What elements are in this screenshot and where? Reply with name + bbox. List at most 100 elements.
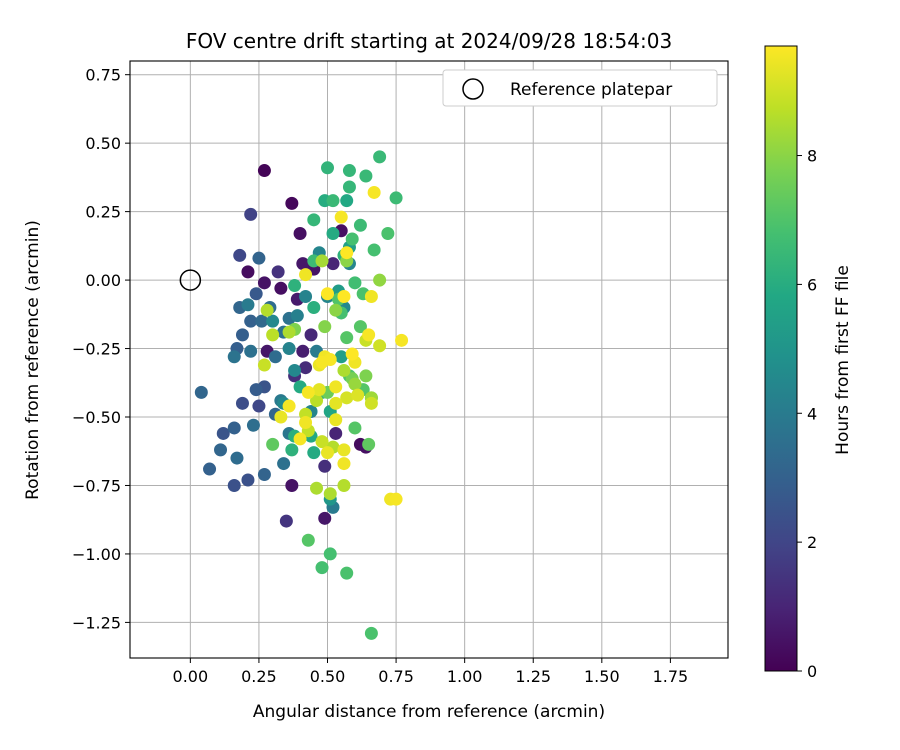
data-point xyxy=(310,481,324,495)
data-point xyxy=(329,303,343,317)
plot-frame xyxy=(129,60,729,659)
data-point xyxy=(326,194,340,208)
data-point xyxy=(362,437,376,451)
data-point xyxy=(293,227,307,241)
data-point xyxy=(255,314,269,328)
data-point xyxy=(321,287,335,301)
data-point xyxy=(337,478,351,492)
data-point xyxy=(214,443,228,457)
data-point xyxy=(340,246,354,260)
data-point xyxy=(340,331,354,345)
data-point xyxy=(257,276,271,290)
colorbar-label: Hours from first FF file xyxy=(833,265,853,455)
data-point xyxy=(296,344,310,358)
y-tick-label: 0.00 xyxy=(85,271,121,290)
data-point xyxy=(326,257,340,271)
data-point xyxy=(230,451,244,465)
data-point xyxy=(364,626,378,640)
colorbar-gradient xyxy=(764,45,798,672)
data-point xyxy=(353,218,367,232)
data-point xyxy=(381,227,395,241)
colorbar-tick-label: 4 xyxy=(807,404,817,423)
x-tick-label: 1.00 xyxy=(447,667,483,686)
data-point xyxy=(364,290,378,304)
data-point xyxy=(288,363,302,377)
data-point xyxy=(348,377,362,391)
legend: Reference platepar xyxy=(442,69,718,107)
data-point xyxy=(282,325,296,339)
data-point xyxy=(315,435,329,449)
data-point xyxy=(249,287,263,301)
data-point xyxy=(337,457,351,471)
data-point xyxy=(395,333,409,347)
legend-marker-icon xyxy=(462,78,484,100)
data-point xyxy=(260,303,274,317)
data-point xyxy=(389,492,403,506)
y-axis: 0.75 0.50 0.25 0.00 −0.25 −0.50 −0.75 −1.00 −1.2… xyxy=(72,66,130,632)
data-point xyxy=(337,290,351,304)
data-point xyxy=(285,478,299,492)
data-point xyxy=(257,164,271,178)
colorbar-tick-label: 6 xyxy=(807,275,817,294)
data-point xyxy=(235,396,249,410)
data-point xyxy=(389,191,403,205)
x-axis-label: Angular distance from reference (arcmin) xyxy=(253,702,605,722)
x-tick-label: 0.00 xyxy=(173,667,209,686)
x-tick-label: 1.50 xyxy=(584,667,620,686)
data-point xyxy=(367,185,381,199)
data-point xyxy=(244,314,258,328)
data-point xyxy=(348,276,362,290)
data-point xyxy=(348,421,362,435)
data-point xyxy=(345,347,359,361)
data-point xyxy=(299,290,313,304)
x-axis: 0.00 0.25 0.50 0.75 1.00 1.25 1.50 1.75 xyxy=(173,658,688,686)
data-point xyxy=(373,273,387,287)
data-point xyxy=(373,339,387,353)
data-point xyxy=(244,207,258,221)
colorbar-tick-label: 8 xyxy=(807,147,817,166)
data-point xyxy=(257,468,271,482)
data-point xyxy=(285,196,299,210)
data-point xyxy=(268,350,282,364)
data-point xyxy=(342,180,356,194)
colorbar-tick-label: 0 xyxy=(807,662,817,681)
data-point xyxy=(340,391,354,405)
data-point xyxy=(252,399,266,413)
colorbar: 0 2 4 6 8 Hours from first FF file xyxy=(764,45,853,681)
colorbar-tick-label: 2 xyxy=(807,533,817,552)
data-point xyxy=(216,426,230,440)
data-point xyxy=(307,300,321,314)
data-points xyxy=(194,150,409,640)
data-point xyxy=(318,320,332,334)
data-point xyxy=(274,281,288,295)
data-point xyxy=(345,232,359,246)
data-point xyxy=(342,164,356,178)
data-point xyxy=(323,547,337,561)
data-point xyxy=(312,383,326,397)
data-point xyxy=(227,421,241,435)
data-point xyxy=(301,385,315,399)
y-tick-label: −0.25 xyxy=(72,340,121,359)
data-point xyxy=(321,161,335,175)
data-point xyxy=(279,514,293,528)
data-point xyxy=(271,265,285,279)
data-point xyxy=(318,459,332,473)
data-point xyxy=(307,213,321,227)
data-point xyxy=(241,473,255,487)
reference-point xyxy=(179,269,202,291)
data-point xyxy=(318,511,332,525)
data-point xyxy=(296,257,310,271)
data-point xyxy=(227,478,241,492)
data-point xyxy=(252,251,266,265)
y-tick-label: −1.25 xyxy=(72,613,121,632)
data-point xyxy=(334,350,348,364)
x-tick-label: 0.25 xyxy=(241,667,277,686)
x-tick-label: 1.25 xyxy=(515,667,551,686)
data-point xyxy=(244,344,258,358)
legend-label: Reference platepar xyxy=(510,80,672,100)
data-point xyxy=(227,350,241,364)
grid-lines xyxy=(130,61,728,658)
data-point xyxy=(233,248,247,262)
data-point xyxy=(288,279,302,293)
